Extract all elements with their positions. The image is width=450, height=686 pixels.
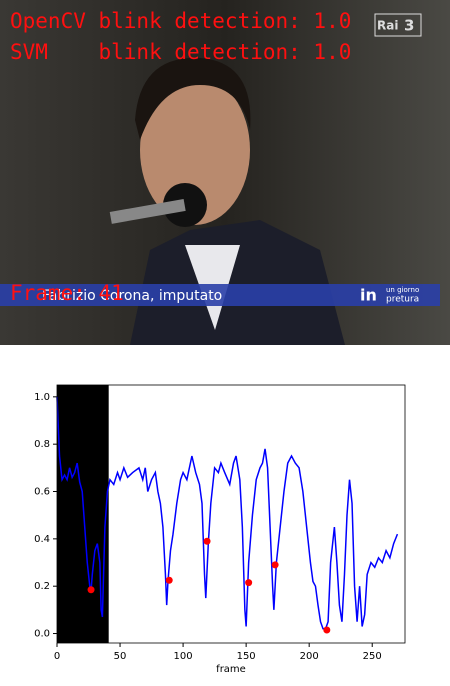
mic-stand [109,198,186,224]
y-tick-label: 0.4 [34,534,50,545]
y-tick-label: 0.2 [34,581,50,592]
channel-box [374,13,422,37]
face [140,75,250,225]
show-name-bottom: pretura [386,295,419,305]
x-tick-label: 150 [237,651,256,662]
blink-point [271,561,279,569]
y-tick-label: 0.0 [34,629,50,640]
suit [130,220,345,345]
y-tick-label: 0.6 [34,487,50,498]
y-tick-label: 1.0 [34,392,50,403]
blink-point [165,576,173,584]
frame-label: Frame: 41 [10,281,124,305]
y-tick-label: 0.8 [34,439,50,450]
x-tick-label: 200 [300,651,319,662]
svm-label: SVM blink detection: 1.0 [10,40,351,64]
hair [135,57,251,140]
blink-point [203,537,211,545]
shaded-span [57,385,109,643]
axes-frame [56,384,406,644]
microphone [163,183,207,227]
blink-point [323,626,331,634]
x-tick-label: 100 [174,651,193,662]
blink-point [87,586,95,594]
channel-number: 3 [404,17,414,35]
x-axis-label: frame [216,664,246,675]
x-tick-label: 0 [54,651,60,662]
x-tick-label: 50 [114,651,127,662]
x-tick-label: 250 [363,651,382,662]
show-name-top: un giorno [386,286,419,294]
caption-name: Fabrizio Corona, imputato [42,288,222,304]
blink-point [245,579,253,587]
video-frame: Fabrizio Corona, imputato in un giorno p… [0,0,450,345]
channel-logo: Rai [377,19,398,33]
plot: 0.0 0.2 0.4 0.6 0.8 1.0 0 50 100 150 200 250 [34,384,406,662]
show-logo: in [360,286,377,305]
data-line [56,396,399,630]
caption-bar [0,284,440,306]
opencv-label: OpenCV blink detection: 1.0 [10,9,351,33]
